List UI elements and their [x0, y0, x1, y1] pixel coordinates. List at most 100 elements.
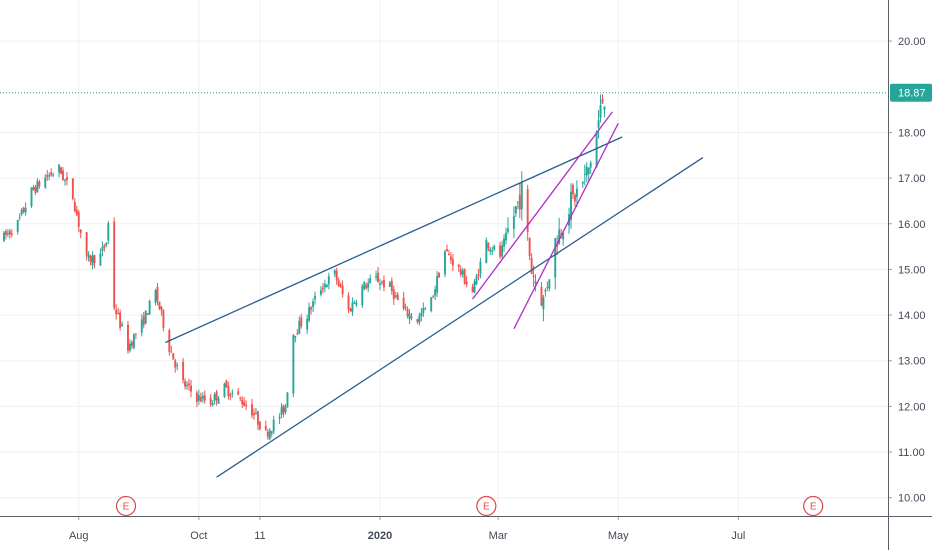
candle — [375, 270, 378, 281]
candle — [310, 305, 313, 315]
candle — [585, 162, 588, 183]
candle — [361, 283, 364, 308]
candle — [65, 171, 68, 186]
candle — [253, 408, 255, 420]
candle — [146, 312, 149, 316]
candle — [227, 381, 230, 400]
candle — [117, 307, 120, 315]
candle — [215, 389, 218, 406]
candle — [101, 241, 104, 257]
candle — [337, 277, 340, 288]
candle — [560, 228, 563, 239]
candle — [526, 184, 529, 241]
candle — [22, 206, 25, 214]
candle — [501, 240, 504, 259]
earnings-marker[interactable]: E — [803, 495, 824, 517]
candle — [130, 340, 133, 350]
candle — [184, 378, 187, 390]
candle — [493, 244, 496, 252]
candle — [353, 300, 356, 304]
candle — [258, 421, 261, 431]
candle — [4, 229, 7, 240]
candle — [264, 420, 267, 432]
candle — [499, 242, 502, 260]
candle — [451, 253, 454, 272]
candle — [75, 205, 78, 217]
candle — [60, 166, 63, 175]
x-tick-label: Jul — [731, 530, 745, 542]
candle — [58, 164, 61, 178]
y-tick-label: 14.00 — [898, 310, 926, 322]
y-tick-label: 11.00 — [898, 447, 925, 459]
candle — [87, 251, 90, 262]
candle — [8, 228, 11, 239]
earnings-marker[interactable]: E — [115, 495, 137, 517]
candle — [217, 395, 220, 404]
candle — [2, 230, 5, 243]
candle — [432, 294, 435, 299]
candle — [418, 312, 421, 326]
candle — [298, 316, 301, 335]
candle — [241, 396, 244, 408]
candle — [213, 392, 216, 405]
candle — [278, 413, 281, 424]
candle — [457, 263, 460, 272]
candle — [461, 267, 464, 278]
candle — [321, 282, 324, 294]
x-tick-label: 2020 — [368, 530, 392, 542]
candle — [314, 291, 316, 305]
candle — [379, 278, 381, 291]
x-tick-label: Mar — [489, 530, 508, 542]
candle — [93, 254, 96, 269]
candle — [132, 333, 135, 350]
candle — [154, 288, 157, 306]
trendlines-layer — [0, 92, 888, 478]
candle — [20, 207, 23, 217]
candle — [225, 379, 228, 388]
candle — [333, 269, 336, 278]
candle — [589, 160, 592, 174]
candle — [487, 242, 490, 252]
candle — [292, 333, 295, 398]
earnings-marker[interactable]: E — [476, 495, 497, 517]
candle — [62, 166, 64, 181]
candle — [548, 279, 551, 292]
candle — [390, 277, 393, 295]
candle — [156, 283, 159, 306]
candle — [237, 388, 240, 396]
earnings-marker-label: E — [810, 502, 817, 513]
candle — [44, 174, 47, 189]
candle — [231, 389, 234, 398]
candle — [438, 272, 441, 278]
grid-layer — [0, 0, 888, 516]
candle — [341, 280, 344, 298]
candle — [459, 265, 462, 277]
channel-lower-line[interactable] — [513, 122, 619, 330]
candle — [254, 407, 257, 415]
candle — [144, 310, 147, 325]
earnings-marker-label: E — [483, 502, 490, 513]
candle — [71, 178, 74, 201]
candle — [518, 183, 521, 219]
upper-trendline[interactable] — [165, 136, 623, 344]
candle — [363, 280, 366, 291]
candle — [465, 275, 468, 288]
lower-trendline[interactable] — [216, 156, 704, 478]
candle — [392, 285, 395, 305]
candle — [491, 246, 494, 256]
candle — [6, 229, 9, 238]
candle — [306, 314, 309, 334]
candle — [209, 394, 212, 407]
candle — [174, 358, 177, 373]
candle — [99, 248, 102, 266]
candle — [447, 249, 450, 256]
candle — [444, 249, 446, 278]
candle — [477, 268, 480, 281]
candle — [365, 282, 368, 290]
candle — [158, 301, 161, 311]
candle — [64, 178, 66, 186]
candle — [347, 292, 350, 313]
candle — [410, 312, 413, 321]
channel-upper-line[interactable] — [472, 111, 613, 300]
